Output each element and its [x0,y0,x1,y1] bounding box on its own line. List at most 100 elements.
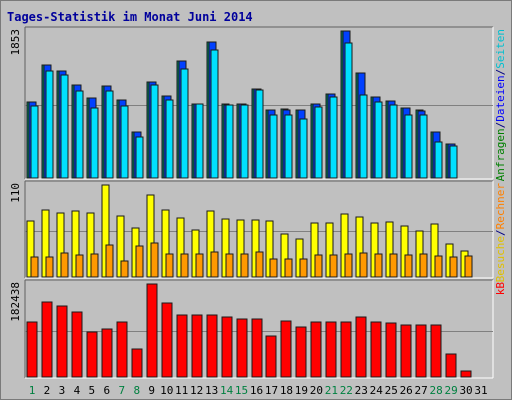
bar-kb [415,324,427,378]
bar-kb [221,316,233,378]
bar-rechner [120,260,129,278]
bar-rechner [45,256,54,278]
bar-kb [295,326,307,378]
bar-seiten [419,114,428,179]
bar-kb [265,335,277,378]
bar-rechner [359,252,368,278]
y-max-label: 110 [9,183,22,203]
legend-item: Anfragen [494,128,507,181]
bar-rechner [449,256,458,278]
legend-item: / [494,229,507,236]
bar-kb [161,302,173,378]
bar-rechner [255,251,264,278]
bar-seiten [105,90,114,179]
bar-seiten [434,141,443,179]
bar-rechner [299,258,308,278]
x-tick-label: 12 [190,384,203,397]
legend-label: Anfragen/Dateien/Seiten [494,29,507,181]
bar-seiten [180,68,189,179]
bar-kb [86,331,98,378]
bar-seiten [314,106,323,179]
bar-rechner [150,242,159,278]
bar-seiten [120,105,129,179]
bar-seiten [240,104,249,179]
legend-label: kB [494,282,507,296]
bar-rechner [210,251,219,278]
bar-kb [340,321,352,378]
bar-seiten [135,136,144,179]
x-tick-label: 1 [29,384,36,397]
x-tick-label: 31 [474,384,487,397]
bar-rechner [419,253,428,278]
bar-rechner [374,253,383,278]
bar-seiten [60,74,69,179]
bar-seiten [374,101,383,179]
x-tick-label: 6 [104,384,111,397]
bar-kb [176,314,188,378]
bar-seiten [359,94,368,179]
x-tick-label: 2 [44,384,51,397]
x-tick-label: 5 [89,384,96,397]
x-tick-label: 17 [265,384,278,397]
bar-seiten [269,114,278,179]
x-tick-label: 16 [250,384,263,397]
bar-seiten [165,99,174,179]
x-tick-label: 20 [310,384,323,397]
bar-rechner [105,244,114,278]
bar-kb [355,316,367,378]
x-tick-label: 29 [444,384,457,397]
bar-kb [460,370,472,378]
bar-seiten [449,145,458,179]
bar-rechner [180,253,189,278]
bar-rechner [389,253,398,278]
bar-kb [236,318,248,378]
bar-rechner [240,253,249,278]
legend-item: Dateien [494,75,507,121]
x-tick-label: 13 [205,384,218,397]
legend-item: kB [494,282,507,296]
bar-kb [400,324,412,378]
x-tick-label: 26 [400,384,413,397]
bar-seiten [210,49,219,179]
bar-kb [71,311,83,378]
x-tick-label: 25 [385,384,398,397]
x-tick-label: 10 [160,384,173,397]
bar-kb [116,321,128,378]
legend-label: Besuche/Rechner [494,183,507,283]
bar-seiten [344,42,353,179]
bar-kb [26,321,38,378]
x-tick-label: 30 [459,384,472,397]
bar-seiten [90,107,99,179]
bar-seiten [30,105,39,179]
bar-seiten [150,84,159,179]
panel-middle: 110 Besuche/Rechner [9,180,507,283]
bar-seiten [195,103,204,179]
bar-rechner [195,253,204,278]
panel-bottom: 182438 kB [9,279,507,379]
bar-seiten [389,104,398,179]
bar-seiten [284,114,293,179]
bar-seiten [299,118,308,179]
legend-item: / [494,69,507,76]
bar-rechner [404,254,413,278]
x-tick-label: 28 [430,384,443,397]
x-tick-label: 8 [133,384,140,397]
x-tick-label: 18 [280,384,293,397]
bar-kb [131,348,143,378]
bar-rechner [30,256,39,278]
bar-kb [56,305,68,378]
bar-seiten [404,114,413,179]
x-tick-label: 7 [118,384,125,397]
legend-item: Rechner [494,183,507,230]
x-tick-label: 24 [370,384,384,397]
bar-kb [41,301,53,378]
bar-seiten [45,70,54,179]
bar-kb [146,283,158,378]
bar-seiten [75,90,84,179]
bar-kb [101,328,113,378]
legend-item: Besuche [494,236,507,282]
bar-kb [310,321,322,378]
